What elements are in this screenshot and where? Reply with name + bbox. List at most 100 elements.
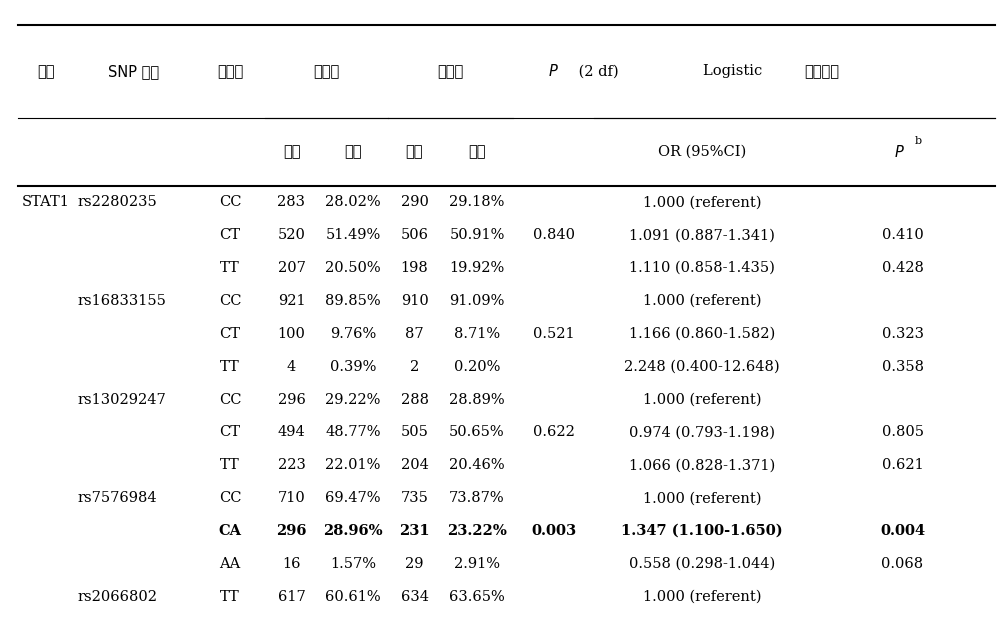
Text: 1.166 (0.860-1.582): 1.166 (0.860-1.582) bbox=[629, 327, 775, 341]
Text: 0.004: 0.004 bbox=[880, 524, 925, 538]
Text: 1.000 (referent): 1.000 (referent) bbox=[643, 491, 761, 505]
Text: 23.22%: 23.22% bbox=[447, 524, 507, 538]
Text: 2.248 (0.400-12.648): 2.248 (0.400-12.648) bbox=[624, 360, 780, 374]
Text: AA: AA bbox=[219, 557, 241, 571]
Text: 0.805: 0.805 bbox=[882, 425, 924, 440]
Text: 520: 520 bbox=[278, 228, 305, 242]
Text: 频率: 频率 bbox=[468, 144, 486, 159]
Text: 69.47%: 69.47% bbox=[325, 491, 381, 505]
Text: CA: CA bbox=[218, 524, 242, 538]
Text: TT: TT bbox=[220, 590, 240, 604]
Text: 1.347 (1.100-1.650): 1.347 (1.100-1.650) bbox=[621, 524, 783, 538]
Text: 1.091 (0.887-1.341): 1.091 (0.887-1.341) bbox=[629, 228, 775, 242]
Text: 91.09%: 91.09% bbox=[449, 294, 505, 308]
Text: 0.39%: 0.39% bbox=[330, 360, 376, 374]
Text: 回归分析: 回归分析 bbox=[804, 64, 840, 79]
Text: 617: 617 bbox=[278, 590, 305, 604]
Text: 对照组: 对照组 bbox=[437, 64, 464, 79]
Text: 22.01%: 22.01% bbox=[325, 458, 381, 472]
Text: 0.622: 0.622 bbox=[533, 425, 574, 440]
Text: 506: 506 bbox=[400, 228, 428, 242]
Text: b: b bbox=[915, 136, 922, 146]
Text: 60.61%: 60.61% bbox=[325, 590, 381, 604]
Text: 283: 283 bbox=[278, 195, 306, 210]
Text: 28.89%: 28.89% bbox=[449, 392, 505, 407]
Text: CC: CC bbox=[219, 195, 241, 210]
Text: 0.410: 0.410 bbox=[882, 228, 923, 242]
Text: TT: TT bbox=[220, 261, 240, 275]
Text: 基因: 基因 bbox=[37, 64, 54, 79]
Text: 204: 204 bbox=[401, 458, 428, 472]
Text: 1.110 (0.858-1.435): 1.110 (0.858-1.435) bbox=[629, 261, 775, 275]
Text: CC: CC bbox=[219, 392, 241, 407]
Text: OR (95%CI): OR (95%CI) bbox=[658, 145, 746, 159]
Text: 51.49%: 51.49% bbox=[325, 228, 381, 242]
Text: TT: TT bbox=[220, 360, 240, 374]
Text: CC: CC bbox=[219, 294, 241, 308]
Text: STAT1: STAT1 bbox=[22, 195, 69, 210]
Text: 9.76%: 9.76% bbox=[330, 327, 376, 341]
Text: 921: 921 bbox=[278, 294, 305, 308]
Text: 例数: 例数 bbox=[283, 144, 300, 159]
Text: 0.521: 0.521 bbox=[533, 327, 574, 341]
Text: 290: 290 bbox=[401, 195, 428, 210]
Text: 50.91%: 50.91% bbox=[449, 228, 505, 242]
Text: 1.57%: 1.57% bbox=[330, 557, 376, 571]
Text: 2: 2 bbox=[410, 360, 419, 374]
Text: TT: TT bbox=[220, 458, 240, 472]
Text: 0.003: 0.003 bbox=[531, 524, 576, 538]
Text: rs16833155: rs16833155 bbox=[78, 294, 167, 308]
Text: 494: 494 bbox=[278, 425, 305, 440]
Text: 例数: 例数 bbox=[406, 144, 423, 159]
Text: CT: CT bbox=[220, 228, 240, 242]
Text: 19.92%: 19.92% bbox=[449, 261, 505, 275]
Text: 296: 296 bbox=[278, 392, 305, 407]
Text: 0.20%: 0.20% bbox=[454, 360, 500, 374]
Text: 0.358: 0.358 bbox=[882, 360, 924, 374]
Text: 910: 910 bbox=[401, 294, 428, 308]
Text: 0.323: 0.323 bbox=[882, 327, 924, 341]
Text: 296: 296 bbox=[276, 524, 307, 538]
Text: rs7576984: rs7576984 bbox=[78, 491, 158, 505]
Text: Logistic: Logistic bbox=[703, 64, 767, 78]
Text: 207: 207 bbox=[278, 261, 305, 275]
Text: 89.85%: 89.85% bbox=[325, 294, 381, 308]
Text: CT: CT bbox=[220, 425, 240, 440]
Text: 735: 735 bbox=[401, 491, 428, 505]
Text: 100: 100 bbox=[278, 327, 305, 341]
Text: 基因型: 基因型 bbox=[217, 64, 243, 79]
Text: 29: 29 bbox=[405, 557, 424, 571]
Text: 20.50%: 20.50% bbox=[325, 261, 381, 275]
Text: 29.18%: 29.18% bbox=[449, 195, 505, 210]
Text: 28.96%: 28.96% bbox=[323, 524, 383, 538]
Text: 28.02%: 28.02% bbox=[325, 195, 381, 210]
Text: $P$: $P$ bbox=[548, 63, 559, 79]
Text: 结核组: 结核组 bbox=[313, 64, 340, 79]
Text: CC: CC bbox=[219, 491, 241, 505]
Text: 1.000 (referent): 1.000 (referent) bbox=[643, 590, 761, 604]
Text: 频率: 频率 bbox=[344, 144, 362, 159]
Text: $P$: $P$ bbox=[894, 144, 905, 160]
Text: 0.840: 0.840 bbox=[532, 228, 574, 242]
Text: 73.87%: 73.87% bbox=[449, 491, 505, 505]
Text: rs2280235: rs2280235 bbox=[78, 195, 158, 210]
Text: SNP 编号: SNP 编号 bbox=[108, 64, 160, 79]
Text: 16: 16 bbox=[282, 557, 301, 571]
Text: 4: 4 bbox=[287, 360, 296, 374]
Text: 8.71%: 8.71% bbox=[454, 327, 500, 341]
Text: 1.000 (referent): 1.000 (referent) bbox=[643, 294, 761, 308]
Text: 231: 231 bbox=[399, 524, 430, 538]
Text: 87: 87 bbox=[405, 327, 424, 341]
Text: 29.22%: 29.22% bbox=[325, 392, 381, 407]
Text: 50.65%: 50.65% bbox=[449, 425, 505, 440]
Text: 1.000 (referent): 1.000 (referent) bbox=[643, 392, 761, 407]
Text: rs2066802: rs2066802 bbox=[78, 590, 158, 604]
Text: 223: 223 bbox=[278, 458, 305, 472]
Text: (2 df): (2 df) bbox=[574, 64, 618, 78]
Text: 710: 710 bbox=[278, 491, 305, 505]
Text: 63.65%: 63.65% bbox=[449, 590, 505, 604]
Text: 1.000 (referent): 1.000 (referent) bbox=[643, 195, 761, 210]
Text: rs13029247: rs13029247 bbox=[78, 392, 167, 407]
Text: 0.068: 0.068 bbox=[881, 557, 924, 571]
Text: 1.066 (0.828-1.371): 1.066 (0.828-1.371) bbox=[629, 458, 775, 472]
